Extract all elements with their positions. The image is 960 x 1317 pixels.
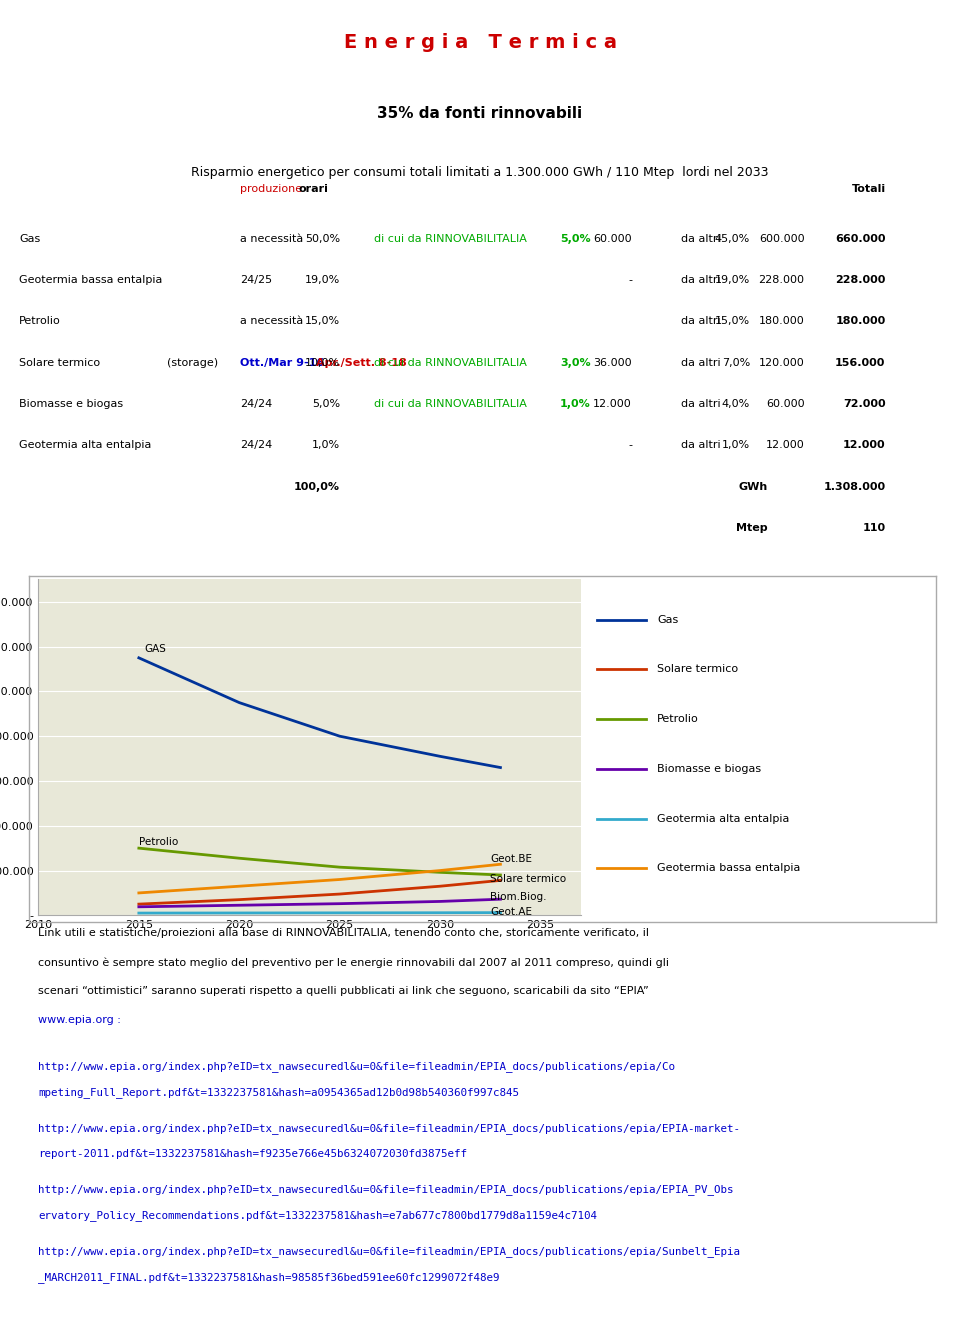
- Text: http://www.epia.org/index.php?eID=tx_nawsecuredl&u=0&file=fileadmin/EPIA_docs/pu: http://www.epia.org/index.php?eID=tx_naw…: [38, 1184, 733, 1196]
- Text: _MARCH2011_FINAL.pdf&t=1332237581&hash=98585f36bed591ee60fc1299072f48e9: _MARCH2011_FINAL.pdf&t=1332237581&hash=9…: [38, 1272, 500, 1283]
- Text: 180.000: 180.000: [835, 316, 885, 327]
- Text: a necessità: a necessità: [240, 316, 303, 327]
- Text: 12.000: 12.000: [766, 440, 804, 450]
- Text: 156.000: 156.000: [835, 358, 885, 367]
- Text: Apr./Sett. 8-18: Apr./Sett. 8-18: [316, 358, 407, 367]
- Text: ervatory_Policy_Recommendations.pdf&t=1332237581&hash=e7ab677c7800bd1779d8a1159e: ervatory_Policy_Recommendations.pdf&t=13…: [38, 1210, 597, 1221]
- Text: Geotermia alta entalpia: Geotermia alta entalpia: [19, 440, 152, 450]
- Text: 228.000: 228.000: [758, 275, 804, 284]
- Text: 120.000: 120.000: [758, 358, 804, 367]
- Text: 5,0%: 5,0%: [560, 234, 590, 244]
- Text: 12.000: 12.000: [843, 440, 885, 450]
- Text: http://www.epia.org/index.php?eID=tx_nawsecuredl&u=0&file=fileadmin/EPIA_docs/pu: http://www.epia.org/index.php?eID=tx_naw…: [38, 1062, 676, 1072]
- Text: da altri: da altri: [681, 275, 721, 284]
- Text: 180.000: 180.000: [758, 316, 804, 327]
- Text: 24/25: 24/25: [240, 275, 273, 284]
- Text: 60.000: 60.000: [766, 399, 804, 410]
- Text: 228.000: 228.000: [835, 275, 885, 284]
- Text: consuntivo è sempre stato meglio del preventivo per le energie rinnovabili dal 2: consuntivo è sempre stato meglio del pre…: [38, 957, 669, 968]
- Text: da altri: da altri: [681, 358, 721, 367]
- Text: Petrolio: Petrolio: [657, 714, 699, 724]
- Text: 15,0%: 15,0%: [304, 316, 340, 327]
- Text: Ott./Mar 9-16: Ott./Mar 9-16: [240, 358, 324, 367]
- Text: Geot.BE: Geot.BE: [491, 853, 533, 864]
- Text: 72.000: 72.000: [843, 399, 885, 410]
- Text: Risparmio energetico per consumi totali limitati a 1.300.000 GWh / 110 Mtep  lor: Risparmio energetico per consumi totali …: [191, 166, 769, 179]
- Text: di cui da RINNOVABILITALIA: di cui da RINNOVABILITALIA: [374, 234, 527, 244]
- Text: Gas: Gas: [657, 615, 678, 624]
- Text: Link utili e statistiche/proiezioni alla base di RINNOVABILITALIA, tenendo conto: Link utili e statistiche/proiezioni alla…: [38, 928, 649, 939]
- Text: Geotermia alta entalpia: Geotermia alta entalpia: [657, 814, 789, 823]
- Text: Gas: Gas: [19, 234, 40, 244]
- Text: da altri: da altri: [681, 440, 721, 450]
- Text: orari: orari: [299, 184, 328, 194]
- Text: 10,0%: 10,0%: [304, 358, 340, 367]
- Text: da altri: da altri: [681, 399, 721, 410]
- Text: Geot.AE: Geot.AE: [491, 907, 533, 917]
- Text: 100,0%: 100,0%: [294, 482, 340, 491]
- Text: 12.000: 12.000: [593, 399, 632, 410]
- Text: E n e r g i a   T e r m i c a: E n e r g i a T e r m i c a: [344, 33, 616, 51]
- Text: Mtep: Mtep: [736, 523, 768, 533]
- Text: da altri: da altri: [681, 316, 721, 327]
- Text: 3,0%: 3,0%: [560, 358, 590, 367]
- Text: 4,0%: 4,0%: [722, 399, 750, 410]
- Text: Solare termico: Solare termico: [491, 874, 566, 884]
- Text: -: -: [628, 440, 632, 450]
- Text: GWh: GWh: [738, 482, 768, 491]
- Text: GAS: GAS: [145, 644, 167, 655]
- Text: 5,0%: 5,0%: [312, 399, 340, 410]
- Text: Biom.Biog.: Biom.Biog.: [491, 892, 547, 902]
- Text: 1,0%: 1,0%: [722, 440, 750, 450]
- Text: Solare termico: Solare termico: [657, 665, 738, 674]
- Text: Biomasse e biogas: Biomasse e biogas: [657, 764, 761, 774]
- Text: 110: 110: [862, 523, 885, 533]
- Text: 1.308.000: 1.308.000: [824, 482, 885, 491]
- Text: report-2011.pdf&t=1332237581&hash=f9235e766e45b6324072030fd3875eff: report-2011.pdf&t=1332237581&hash=f9235e…: [38, 1148, 468, 1159]
- Text: www.epia.org :: www.epia.org :: [38, 1015, 121, 1026]
- Text: 45,0%: 45,0%: [715, 234, 750, 244]
- Text: 50,0%: 50,0%: [304, 234, 340, 244]
- Text: mpeting_Full_Report.pdf&t=1332237581&hash=a0954365ad12b0d98b540360f997c845: mpeting_Full_Report.pdf&t=1332237581&has…: [38, 1087, 519, 1098]
- Text: Totali: Totali: [852, 184, 885, 194]
- Text: 36.000: 36.000: [593, 358, 632, 367]
- Text: Geotermia bassa entalpia: Geotermia bassa entalpia: [657, 864, 801, 873]
- Text: produzione: produzione: [240, 184, 302, 194]
- Text: scenari “ottimistici” saranno superati rispetto a quelli pubblicati ai link che : scenari “ottimistici” saranno superati r…: [38, 986, 649, 997]
- Text: 7,0%: 7,0%: [722, 358, 750, 367]
- Text: 60.000: 60.000: [593, 234, 632, 244]
- Text: 15,0%: 15,0%: [715, 316, 750, 327]
- Text: 35% da fonti rinnovabili: 35% da fonti rinnovabili: [377, 105, 583, 121]
- Text: 24/24: 24/24: [240, 399, 273, 410]
- Text: 1,0%: 1,0%: [560, 399, 590, 410]
- Text: Petrolio: Petrolio: [19, 316, 60, 327]
- Text: -: -: [628, 275, 632, 284]
- Text: di cui da RINNOVABILITALIA: di cui da RINNOVABILITALIA: [374, 358, 527, 367]
- Text: 660.000: 660.000: [835, 234, 885, 244]
- Text: http://www.epia.org/index.php?eID=tx_nawsecuredl&u=0&file=fileadmin/EPIA_docs/pu: http://www.epia.org/index.php?eID=tx_naw…: [38, 1246, 740, 1258]
- Text: 19,0%: 19,0%: [715, 275, 750, 284]
- Text: Solare termico: Solare termico: [19, 358, 101, 367]
- Text: da altri: da altri: [681, 234, 721, 244]
- Text: (storage): (storage): [167, 358, 218, 367]
- Text: 19,0%: 19,0%: [304, 275, 340, 284]
- Text: http://www.epia.org/index.php?eID=tx_nawsecuredl&u=0&file=fileadmin/EPIA_docs/pu: http://www.epia.org/index.php?eID=tx_naw…: [38, 1123, 740, 1134]
- Text: di cui da RINNOVABILITALIA: di cui da RINNOVABILITALIA: [374, 399, 527, 410]
- Text: 24/24: 24/24: [240, 440, 273, 450]
- Text: a necessità: a necessità: [240, 234, 303, 244]
- Text: 600.000: 600.000: [758, 234, 804, 244]
- Text: Petrolio: Petrolio: [139, 838, 179, 847]
- Text: 1,0%: 1,0%: [312, 440, 340, 450]
- Text: Geotermia bassa entalpia: Geotermia bassa entalpia: [19, 275, 162, 284]
- Text: Biomasse e biogas: Biomasse e biogas: [19, 399, 123, 410]
